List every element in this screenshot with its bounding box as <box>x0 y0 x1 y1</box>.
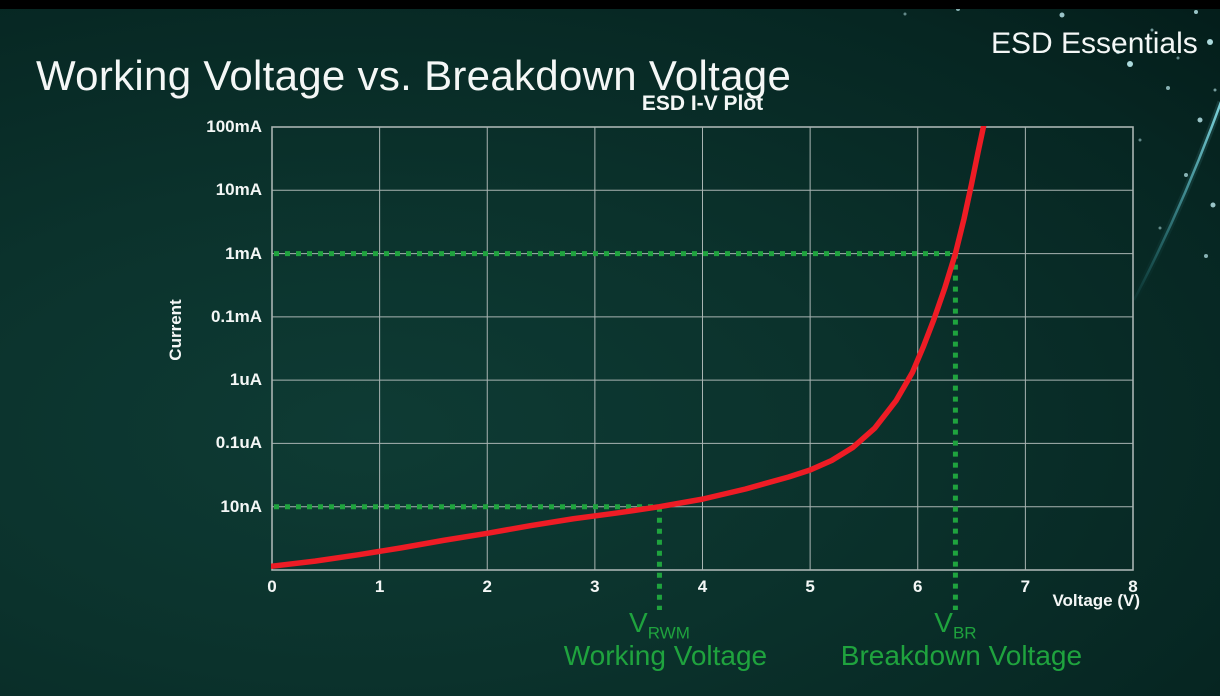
decorative-swoosh <box>1130 100 1220 302</box>
x-tick-label: 3 <box>590 577 600 596</box>
x-axis-label: Voltage (V) <box>1052 591 1140 610</box>
chart-title: ESD I-V Plot <box>641 92 764 115</box>
y-tick-label: 0.1uA <box>215 433 262 453</box>
y-tick-label: 100mA <box>206 117 262 136</box>
plot-border <box>271 126 1134 571</box>
vrwm-symbol: VRWM <box>629 607 690 643</box>
decorative-dots <box>903 7 1217 258</box>
vrwm-caption: Working Voltage <box>563 640 768 671</box>
x-tick-label: 5 <box>805 577 815 596</box>
y-tick-label: 10mA <box>215 180 262 200</box>
brand-text: ESD Essentials <box>991 27 1198 60</box>
page-title: Working Voltage vs. Breakdown Voltage <box>36 52 792 100</box>
y-tick-label: 1uA <box>229 370 262 390</box>
vbr-guide-lines <box>274 251 958 610</box>
grid-lines <box>271 126 1134 571</box>
y-tick-label: 1mA <box>225 243 262 263</box>
y-tick-label: 0.1mA <box>210 306 262 326</box>
x-tick-label: 8 <box>1128 577 1138 596</box>
y-axis-label: Current <box>166 299 185 361</box>
x-tick-label: 6 <box>913 577 923 596</box>
x-tick-label: 2 <box>482 577 492 596</box>
x-tick-label: 7 <box>1020 577 1031 596</box>
iv-curve <box>271 126 987 569</box>
x-tick-label: 1 <box>374 577 385 596</box>
vrwm-guide-lines <box>274 504 662 610</box>
top-black-bar <box>0 0 1220 9</box>
y-tick-label: 10nA <box>220 496 262 516</box>
x-tick-label: 4 <box>697 577 708 596</box>
x-tick-label: 0 <box>267 577 277 596</box>
vbr-caption: Breakdown Voltage <box>840 640 1083 671</box>
vbr-symbol: VBR <box>934 607 977 643</box>
